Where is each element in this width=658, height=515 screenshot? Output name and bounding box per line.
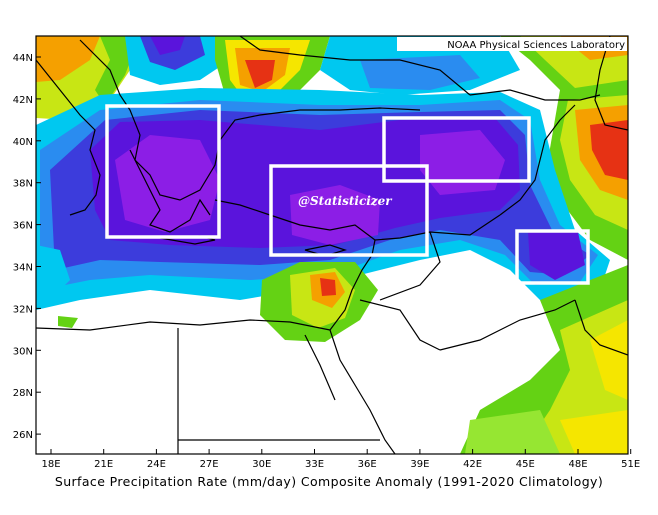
north-blue-band [360,55,480,90]
east-turkey-purple-core [420,130,505,195]
lon-tick-label: 33E [305,459,324,470]
lat-tick-label: 32N [13,304,33,315]
anatolia-purple-core [290,185,380,245]
lat-tick-label: 30N [13,346,33,357]
plot-frame [35,35,629,455]
lat-tick-label: 26N [13,430,33,441]
caucasus-border [469,89,601,101]
greece-highlight-box [105,104,221,239]
lon-tick-label: 24E [147,459,166,470]
lat-tick-label: 34N [13,263,33,274]
levant-coast [329,239,376,331]
lat-tick-label: 42N [13,95,33,106]
lon-tick-label: 30E [252,459,271,470]
syria-iraq-border [379,231,441,301]
credit-box [397,37,627,51]
levant-red [320,278,336,296]
lon-tick-label: 21E [94,459,113,470]
lat-tick-label: 40N [13,137,33,148]
lon-tick-label: 48E [568,459,587,470]
lon-tick-label: 39E [410,459,429,470]
nw-orange-region [36,36,100,82]
anatolia-highlight-box [269,164,429,257]
credit-text: NOAA Physical Sciences Laboratory [447,40,625,51]
saudi-iraq-border [439,299,576,351]
black-sea-north [239,36,471,96]
balkan-violet [150,36,185,55]
jordan-saudi-border [359,299,441,351]
gulf-of-suez [304,334,336,401]
se-yellow-south [560,410,628,454]
sinai-and-red-sea [329,329,396,454]
east-turkey-highlight-box [382,116,531,183]
caspian-west [594,36,628,131]
west-cyan-blob [36,245,70,300]
iraq-iran-border [499,104,576,216]
turkey-south-coast [214,199,376,241]
map-caption: Surface Precipitation Rate (mm/day) Comp… [54,474,604,489]
lat-tick-label: 36N [13,221,33,232]
iraq-highlight-box [515,229,590,285]
lat-tick-label: 44N [13,53,33,64]
highlight-boxes [105,104,590,285]
iraq-violet-core [528,232,585,280]
lon-tick-label: 45E [516,459,535,470]
lat-tick-label: 28N [13,388,33,399]
se-yellow [590,320,628,400]
coastlines-and-borders [36,36,628,454]
lat-tick-label: 38N [13,179,33,190]
italy-coast [36,59,101,216]
west-green-blob [58,316,78,328]
lon-tick-label: 36E [358,459,377,470]
egypt-north-coast [36,319,331,331]
longitude-axis: 18E 21E 24E 27E 30E 33E 36E 39E 42E 45E 48E 51E [41,449,640,470]
lon-tick-label: 42E [463,459,482,470]
watermark-text: @Statisticizer [298,194,393,208]
lon-tick-label: 27E [200,459,219,470]
aegean-purple-core [115,135,220,232]
blacksea-red [245,60,275,88]
iran-red [590,120,628,180]
lon-tick-label: 18E [41,459,60,470]
greece-coast [129,149,211,233]
persian-gulf-coast [574,299,628,356]
se-green-south [465,410,560,454]
latitude-axis: 44N 42N 40N 38N 36N 34N 32N 30N 28N 26N [13,53,41,441]
lon-tick-label: 51E [621,459,640,470]
